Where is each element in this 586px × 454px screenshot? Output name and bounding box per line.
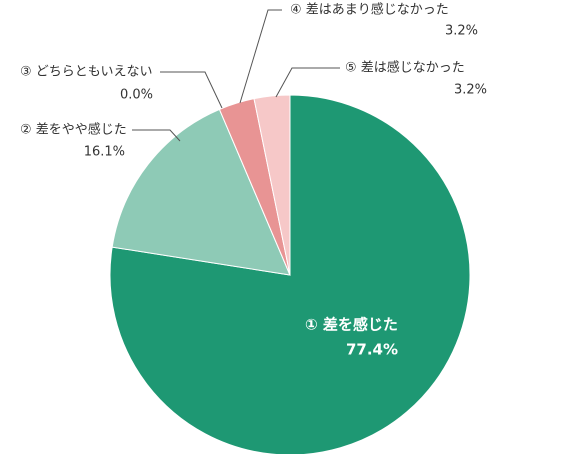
slice-value: 16.1% [84,145,125,160]
pie-slice [253,94,291,276]
slice-label: ④ 差はあまり感じなかった [290,2,449,18]
leader-line [239,9,282,104]
slice-label: ③ どちらともいえない [20,65,153,80]
slice-value: 77.4% [346,341,398,359]
pie-slice [109,94,471,454]
slice-value: 0.0% [120,88,153,103]
slice-value: 3.2% [454,83,487,98]
slice-label: ① 差を感じた [305,316,398,334]
leader-line [275,67,340,98]
slice-label: ② 差をやや感じた [20,122,127,138]
slice-value: 3.2% [445,24,478,39]
slice-label: ⑤ 差は感じなかった [345,60,465,76]
leader-line [132,129,181,142]
pie-slice [111,108,291,276]
leader-line [160,71,223,109]
